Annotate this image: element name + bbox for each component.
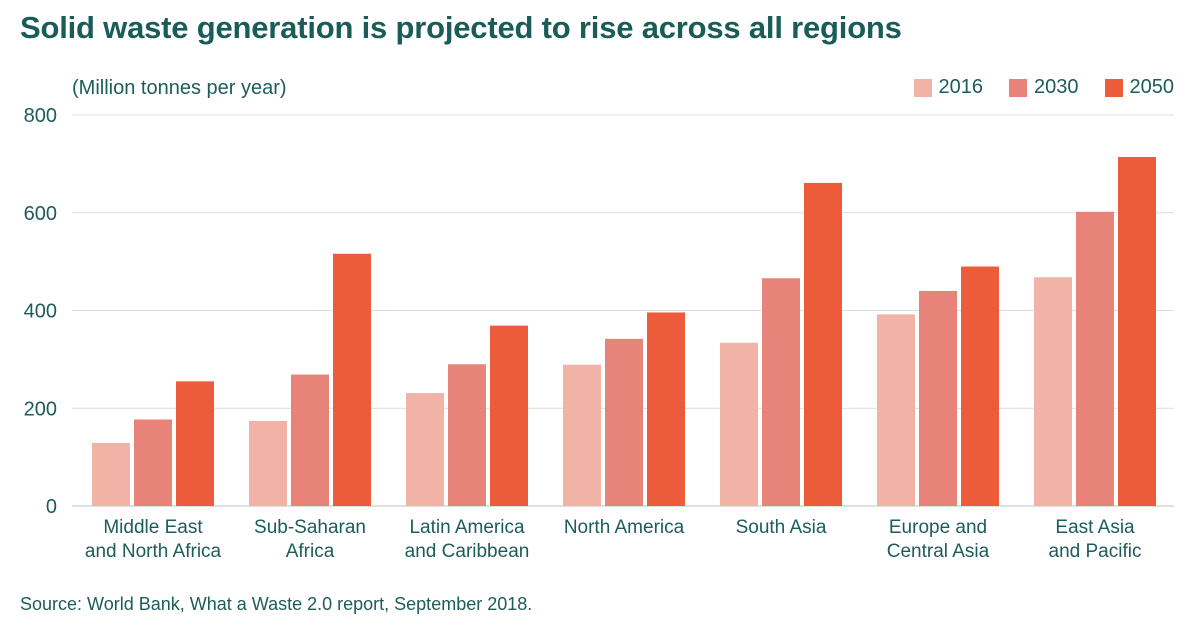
bar-2016-3	[563, 364, 601, 506]
chart-title: Solid waste generation is projected to r…	[20, 10, 902, 45]
legend-label-2030: 2030	[1034, 76, 1079, 98]
x-tick-label-3: North America	[564, 517, 685, 538]
bar-2016-0	[92, 442, 130, 506]
bar-2050-5	[961, 266, 999, 506]
bar-2030-1	[291, 374, 329, 506]
y-axis-label: (Million tonnes per year)	[72, 77, 287, 99]
bar-2050-0	[176, 381, 214, 506]
bar-2050-4	[804, 182, 842, 506]
y-tick-label-600: 600	[24, 203, 57, 225]
y-tick-label-400: 400	[24, 301, 57, 323]
bar-2030-0	[134, 419, 172, 506]
legend-label-2050: 2050	[1129, 76, 1175, 98]
x-tick-label-1: Sub-Saharan Africa	[254, 517, 366, 562]
bar-2030-2	[448, 364, 486, 506]
legend-item-2030: 2030	[1009, 76, 1079, 99]
bar-2016-6	[1034, 277, 1072, 506]
x-tick-label-2: Latin America and Caribbean	[405, 517, 530, 562]
bar-2050-6	[1118, 157, 1156, 506]
bar-2016-1	[249, 420, 287, 506]
bar-2030-3	[605, 338, 643, 506]
y-tick-label-800: 800	[24, 105, 57, 127]
x-tick-label-0: Middle East and North Africa	[85, 517, 222, 562]
bar-2030-5	[919, 290, 957, 506]
legend-item-2050: 2050	[1104, 76, 1175, 99]
legend-swatch-2016	[913, 78, 932, 97]
x-tick-label-6: East Asia and Pacific	[1049, 517, 1142, 562]
bar-2016-2	[406, 393, 444, 506]
bar-2050-3	[647, 312, 685, 506]
bar-2030-4	[762, 278, 800, 506]
bar-2050-1	[333, 253, 371, 506]
bar-2016-5	[877, 314, 915, 506]
x-tick-label-5: Europe and Central Asia	[887, 517, 990, 562]
bar-2016-4	[720, 342, 758, 506]
bar-2050-2	[490, 325, 528, 506]
legend-swatch-2030	[1009, 78, 1027, 97]
bar-2030-6	[1076, 211, 1114, 506]
legend: 2016 2030 2050	[913, 76, 1175, 99]
legend-label-2016: 2016	[938, 76, 984, 98]
source-note: Source: World Bank, What a Waste 2.0 rep…	[20, 594, 533, 614]
x-tick-label-4: South Asia	[736, 517, 827, 538]
y-tick-label-0: 0	[46, 496, 57, 518]
y-tick-label-200: 200	[24, 398, 57, 420]
legend-item-2016: 2016	[913, 76, 984, 99]
legend-swatch-2050	[1104, 78, 1123, 97]
